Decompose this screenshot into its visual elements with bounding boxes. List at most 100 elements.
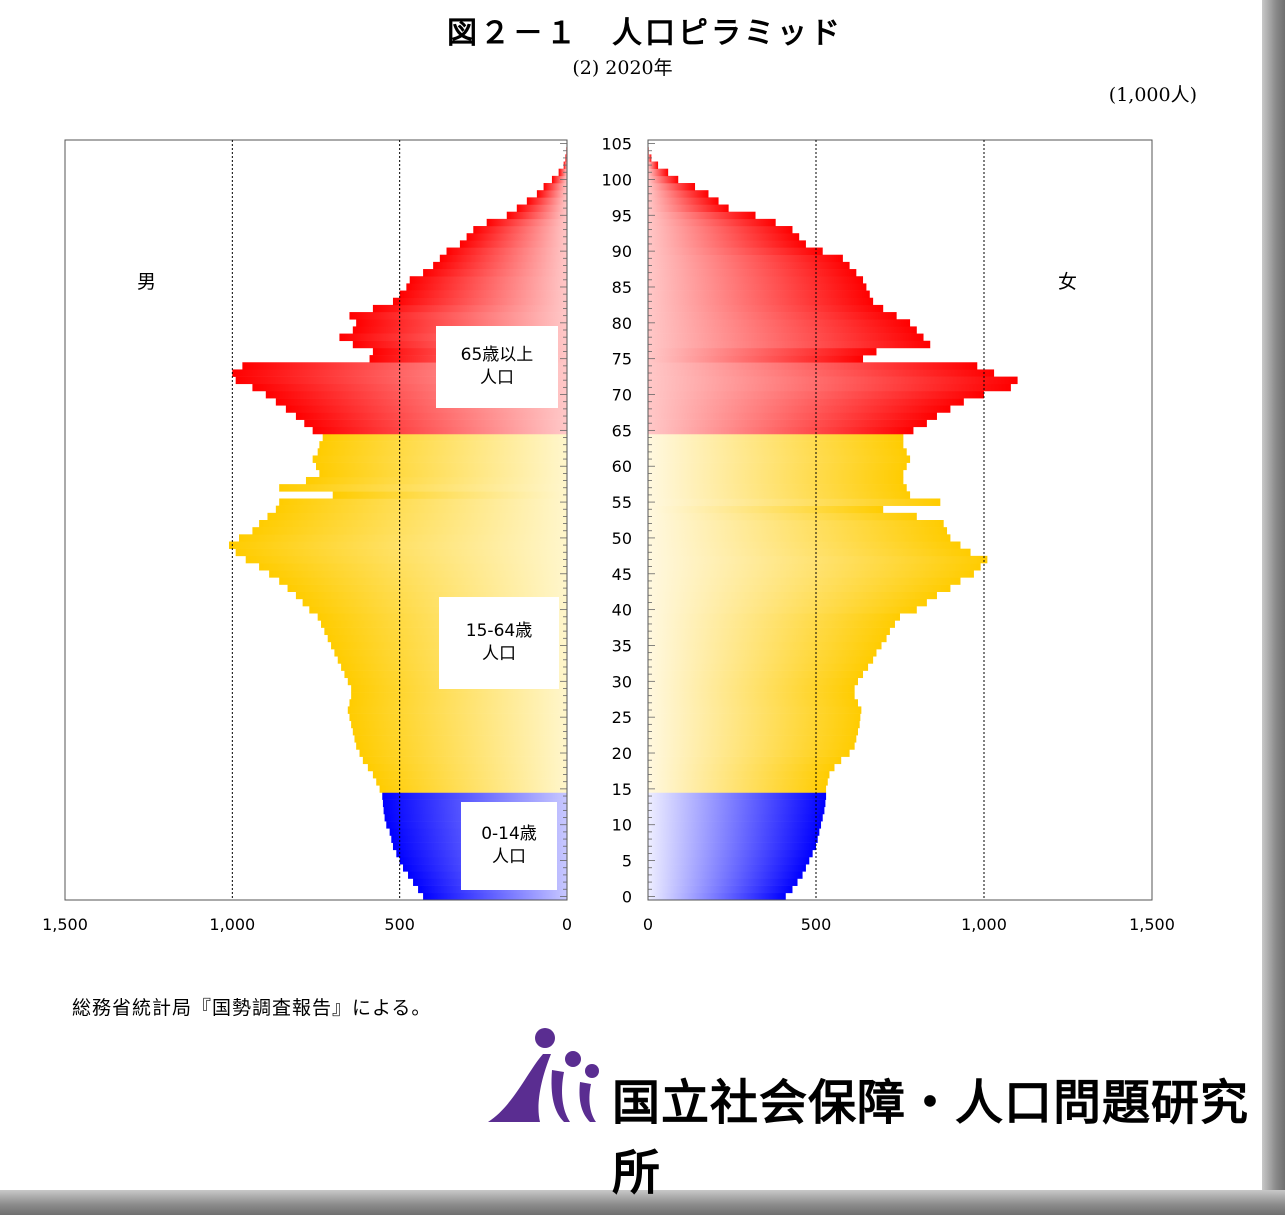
female-bar-age-59 bbox=[648, 469, 904, 478]
female-bar-age-23 bbox=[648, 727, 858, 736]
female-bar-age-92 bbox=[648, 233, 800, 241]
female-bar-age-26 bbox=[648, 706, 862, 714]
male-bar-age-18 bbox=[367, 763, 567, 772]
female-bar-age-29 bbox=[648, 684, 855, 693]
male-bar-age-16 bbox=[376, 778, 567, 786]
y-tick-label-30: 30 bbox=[612, 672, 632, 691]
female-bar-age-71 bbox=[648, 383, 1011, 392]
female-bar-age-28 bbox=[648, 692, 855, 700]
female-bar-age-53 bbox=[648, 512, 917, 521]
female-bar-age-85 bbox=[648, 283, 867, 291]
female-bar-age-96 bbox=[648, 204, 729, 212]
female-bar-age-60 bbox=[648, 462, 907, 471]
female-bar-age-72 bbox=[648, 376, 1018, 385]
male-plot-frame bbox=[64, 139, 568, 901]
plot-frames bbox=[64, 139, 1153, 901]
y-tick-label-15: 15 bbox=[612, 780, 632, 799]
female-bar-age-79 bbox=[648, 326, 917, 334]
female-bar-age-20 bbox=[648, 749, 850, 757]
male-bar-age-54 bbox=[275, 505, 567, 514]
segment-label-15-64-line2: 人口 bbox=[482, 644, 516, 664]
male-bar-age-56 bbox=[332, 491, 567, 499]
male-bar-age-53 bbox=[267, 512, 567, 521]
female-bar-age-80 bbox=[648, 319, 911, 327]
male-bar-age-52 bbox=[259, 520, 567, 528]
female-bar-age-30 bbox=[648, 677, 858, 686]
male-bar-age-51 bbox=[252, 527, 567, 535]
male-bar-age-70 bbox=[265, 390, 567, 399]
y-tick-label-70: 70 bbox=[612, 386, 632, 405]
female-bar-age-77 bbox=[648, 340, 931, 349]
female-bar-age-94 bbox=[648, 218, 776, 227]
y-tick-label-25: 25 bbox=[612, 708, 632, 727]
female-label: 女 bbox=[1058, 271, 1078, 293]
male-bar-age-41 bbox=[302, 598, 567, 607]
male-bar-age-94 bbox=[486, 218, 567, 227]
male-bar-age-27 bbox=[349, 699, 567, 707]
male-bar-age-57 bbox=[279, 484, 567, 492]
female-bar-age-73 bbox=[648, 369, 995, 377]
male-bar-age-60 bbox=[316, 462, 567, 471]
male-bar-age-15 bbox=[379, 785, 567, 793]
female-bar-age-37 bbox=[648, 627, 890, 636]
male-bar-age-89 bbox=[439, 254, 567, 263]
female-bar-age-6 bbox=[648, 849, 813, 858]
female-bar-age-8 bbox=[648, 835, 818, 843]
male-bar-age-40 bbox=[309, 606, 567, 614]
figure-title: 図２－１ 人口ピラミッド bbox=[447, 16, 843, 51]
female-bar-age-61 bbox=[648, 455, 911, 463]
female-bar-age-70 bbox=[648, 390, 984, 399]
female-bar-age-98 bbox=[648, 190, 709, 198]
female-bar-age-48 bbox=[648, 548, 971, 557]
y-tick-label-0: 0 bbox=[622, 887, 632, 906]
female-bar-age-44 bbox=[648, 577, 961, 585]
female-bar-age-12 bbox=[648, 806, 825, 815]
y-tick-label-95: 95 bbox=[612, 206, 632, 225]
female-bar-age-62 bbox=[648, 448, 907, 456]
male-bar-age-87 bbox=[423, 269, 567, 277]
male-bar-age-44 bbox=[279, 577, 567, 585]
male-bar-age-72 bbox=[235, 376, 567, 385]
female-bar-age-81 bbox=[648, 312, 897, 320]
y-tick-label-5: 5 bbox=[622, 852, 632, 871]
male-label: 男 bbox=[137, 271, 157, 293]
male-bar-age-20 bbox=[359, 749, 567, 757]
frame-shadow-bottom bbox=[0, 1190, 1285, 1215]
male-bar-age-64 bbox=[322, 433, 567, 442]
female-bar-age-88 bbox=[648, 261, 850, 270]
male-bar-age-42 bbox=[295, 591, 567, 600]
y-tick-label-65: 65 bbox=[612, 421, 632, 440]
female-bar-age-102 bbox=[648, 161, 659, 169]
female-bar-age-43 bbox=[648, 584, 951, 592]
female-bar-age-66 bbox=[648, 419, 927, 428]
y-tick-label-50: 50 bbox=[612, 529, 632, 548]
male-bar-age-47 bbox=[245, 555, 567, 564]
male-bar-age-82 bbox=[372, 304, 567, 313]
male-bar-age-101 bbox=[558, 168, 567, 177]
y-tick-label-105: 105 bbox=[601, 135, 632, 154]
figure-panel bbox=[0, 0, 1262, 1190]
male-bar-age-95 bbox=[506, 211, 567, 220]
female-bar-age-41 bbox=[648, 598, 927, 607]
female-bar-age-34 bbox=[648, 649, 877, 657]
segment-label-65plus-line1: 65歳以上 bbox=[460, 345, 534, 365]
female-bar-age-10 bbox=[648, 821, 822, 829]
female-bar-age-99 bbox=[648, 183, 696, 191]
female-bar-age-18 bbox=[648, 763, 835, 772]
axis-ticks: 1051009590858075706560555045403530252015… bbox=[42, 135, 1175, 934]
source-note: 総務省統計局『国勢調査報告』による。 bbox=[72, 997, 432, 1019]
y-tick-label-75: 75 bbox=[612, 350, 632, 369]
female-bar-age-25 bbox=[648, 713, 861, 722]
male-bar-age-97 bbox=[526, 197, 567, 205]
male-x-tick-label-0: 0 bbox=[562, 915, 572, 934]
frame-shadow-right bbox=[1262, 0, 1285, 1215]
male-bar-age-88 bbox=[433, 261, 567, 270]
unit-label: (1,000人) bbox=[1108, 84, 1197, 106]
y-tick-label-40: 40 bbox=[612, 601, 632, 620]
male-bar-age-84 bbox=[399, 290, 567, 299]
segment-label-0-14-line1: 0-14歳 bbox=[481, 824, 537, 844]
female-bar-age-86 bbox=[648, 276, 864, 284]
y-tick-label-45: 45 bbox=[612, 565, 632, 584]
male-bar-age-22 bbox=[354, 735, 567, 743]
male-bar-age-63 bbox=[319, 441, 567, 449]
